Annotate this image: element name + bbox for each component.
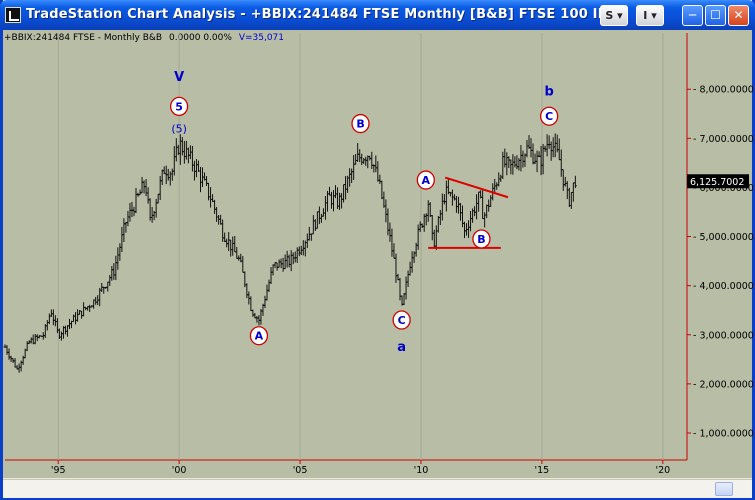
status-volume: V=35,071 — [238, 33, 285, 43]
status-symbol: +BBIX:241484 FTSE - Monthly B&B — [4, 33, 163, 43]
horizontal-scrollbar[interactable] — [3, 479, 752, 498]
minimize-button[interactable]: ─ — [682, 5, 703, 26]
status-line: +BBIX:241484 FTSE - Monthly B&B 0.0000 0… — [4, 33, 284, 43]
maximize-button[interactable]: ☐ — [705, 5, 726, 26]
maximize-icon: ☐ — [710, 8, 721, 22]
app-icon — [5, 7, 21, 23]
window-title: TradeStation Chart Analysis - +BBIX:2414… — [26, 7, 619, 22]
close-icon: ✕ — [733, 8, 744, 22]
indicator-menu-button[interactable]: I ▾ — [636, 5, 664, 26]
status-change: 0.0000 0.00% — [168, 33, 232, 43]
chart-area[interactable] — [3, 30, 752, 478]
scrollbar-thumb[interactable] — [715, 482, 733, 496]
minimize-icon: ─ — [688, 8, 697, 22]
close-button[interactable]: ✕ — [728, 5, 749, 26]
title-bar[interactable]: TradeStation Chart Analysis - +BBIX:2414… — [0, 0, 755, 30]
symbol-menu-button[interactable]: S ▾ — [600, 5, 628, 26]
